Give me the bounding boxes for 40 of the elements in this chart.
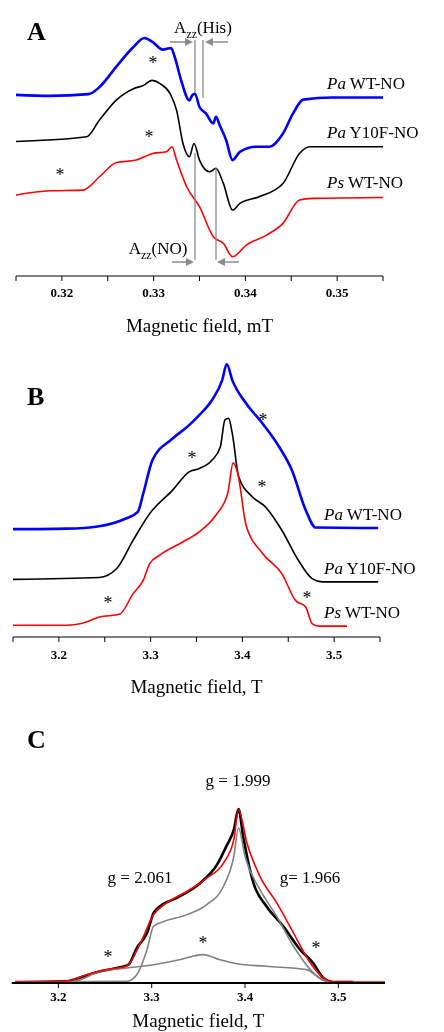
x-tick-label: 3.4 [236,989,254,1004]
series-label: Pa WT-NO [323,505,402,525]
annotation: * [258,410,268,430]
annotation: * [144,127,154,147]
annotation: * [311,938,321,958]
x-tick-label: 3.5 [326,647,343,662]
annotation: * [198,933,208,953]
annotation: * [103,593,113,613]
text: B [27,382,45,411]
x-tick-label: 3.3 [142,647,160,662]
x-tick-label: 3.2 [50,989,67,1004]
annotation: * [55,165,65,185]
annotation: * [148,53,158,73]
x-tick-label: 3.5 [330,989,347,1004]
x-tick-label: 0.35 [325,285,349,300]
annotation: A$_{zz}$(NO) [128,238,188,262]
annotation: g = 2.061 [107,867,173,887]
x-tick-label: 3.4 [234,647,251,662]
x-tick-label: 0.33 [142,285,166,300]
series-label: Pa WT-NO [326,73,405,93]
chart-title: A [27,17,46,46]
annotation: A$_{zz}$(His) [174,17,232,41]
annotation: * [257,477,267,497]
annotation: * [187,448,197,468]
text: g = 1.999 [205,770,271,790]
annotation: * [302,588,312,608]
series-label: Ps WT-NO [326,173,404,193]
x-axis-title: Magnetic field, T [132,1010,265,1031]
x-axis-title: Magnetic field, T [130,676,263,697]
series-label: Ps WT-NO [323,603,401,623]
x-tick-label: 0.34 [234,285,258,300]
x-tick-label: 3.2 [50,647,67,662]
annotation: g= 1.966 [279,867,341,887]
x-axis-title: Magnetic field, mT [125,315,274,336]
annotation: * [103,947,113,967]
series-label: Pa Y10F-NO [326,122,419,142]
chart-title: C [27,725,46,754]
series-label: Pa Y10F-NO [323,558,416,578]
x-tick-label: 3.3 [143,989,161,1004]
x-tick-label: 0.32 [50,285,74,300]
